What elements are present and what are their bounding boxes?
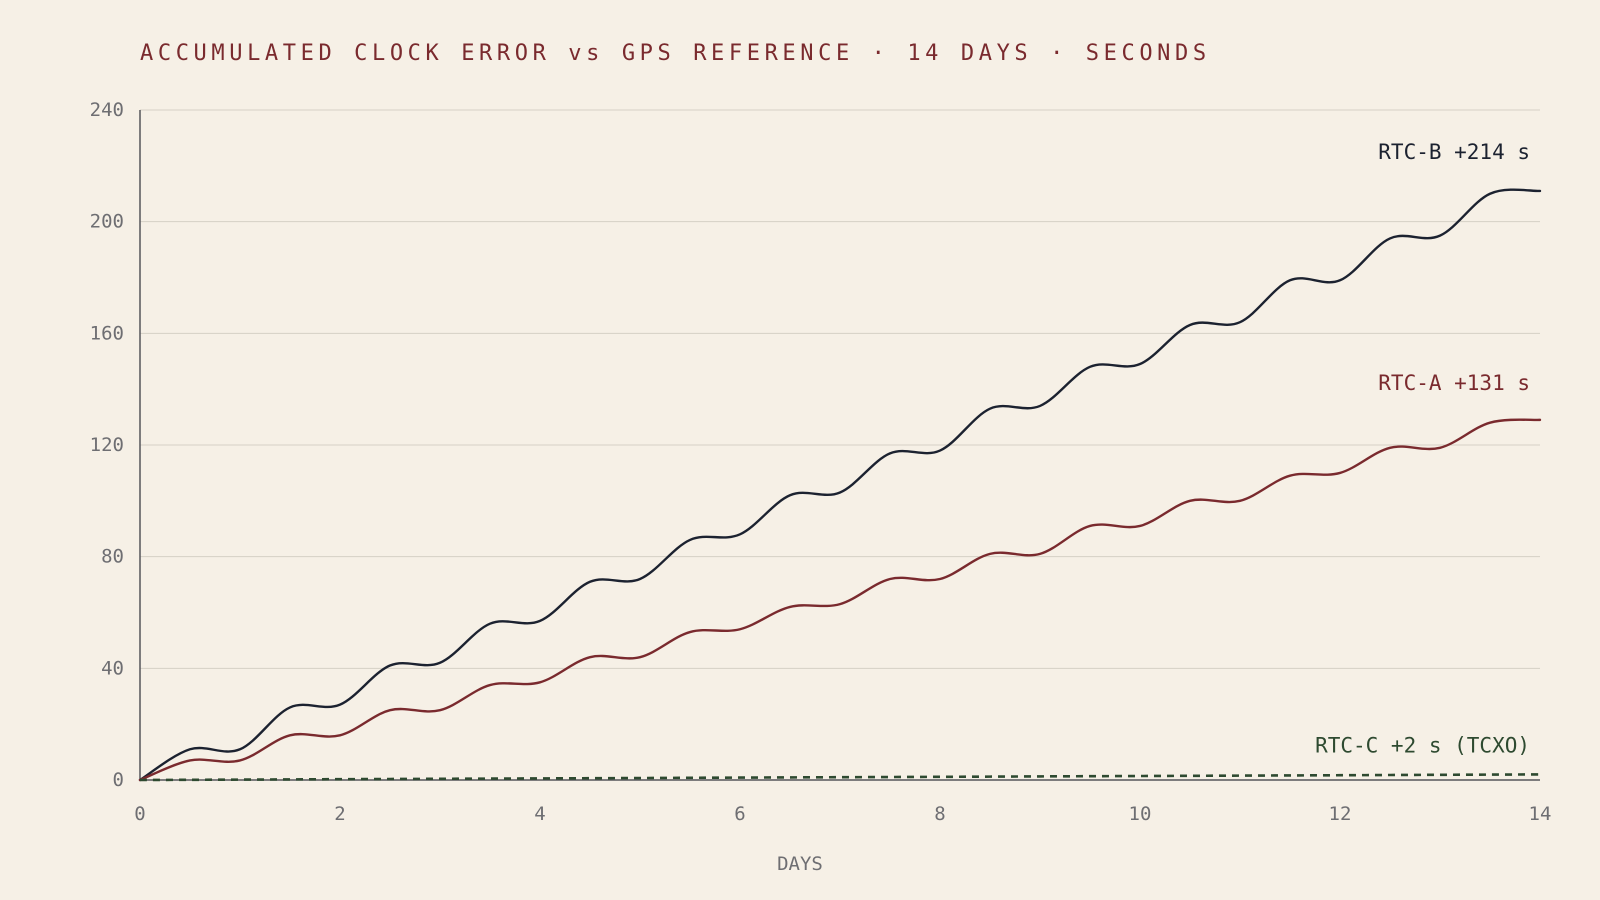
y-tick-label-120: 120: [90, 434, 124, 456]
series-line-rtc-c: [139, 773, 1541, 782]
chart-title: ACCUMULATED CLOCK ERROR vs GPS REFERENCE…: [140, 41, 1211, 66]
series-label-rtc-a: RTC-A +131 s: [1378, 371, 1530, 395]
x-tick-label-2: 2: [334, 803, 345, 825]
ticks-layer: 0 40 80 120 160 200 240 0 2 4 6 8 10 12 14: [90, 99, 1552, 825]
x-tick-label-8: 8: [934, 803, 945, 825]
y-tick-label-160: 160: [90, 322, 124, 344]
x-tick-label-4: 4: [534, 803, 545, 825]
x-axis-label: DAYS: [777, 853, 823, 875]
series-label-rtc-b: RTC-B +214 s: [1378, 140, 1530, 164]
grid-layer: [140, 109, 1540, 669]
series-line-rtc-a: [138, 418, 1542, 782]
x-tick-label-12: 12: [1329, 803, 1352, 825]
y-tick-label-200: 200: [90, 211, 124, 233]
x-tick-label-14: 14: [1529, 803, 1552, 825]
y-tick-label-40: 40: [101, 657, 124, 679]
series-labels-layer: RTC-B +214 s RTC-A +131 s RTC-C +2 s (TCXO…: [1315, 140, 1530, 757]
series-layer: [138, 188, 1542, 782]
y-tick-label-240: 240: [90, 99, 124, 121]
x-tick-label-10: 10: [1129, 803, 1152, 825]
axes-layer: [139, 110, 1540, 781]
series-label-rtc-c: RTC-C +2 s (TCXO): [1315, 733, 1530, 757]
series-line-rtc-b: [138, 188, 1542, 782]
x-tick-label-0: 0: [134, 803, 145, 825]
y-tick-label-80: 80: [101, 546, 124, 568]
y-tick-label-0: 0: [113, 769, 124, 791]
x-tick-label-6: 6: [734, 803, 745, 825]
